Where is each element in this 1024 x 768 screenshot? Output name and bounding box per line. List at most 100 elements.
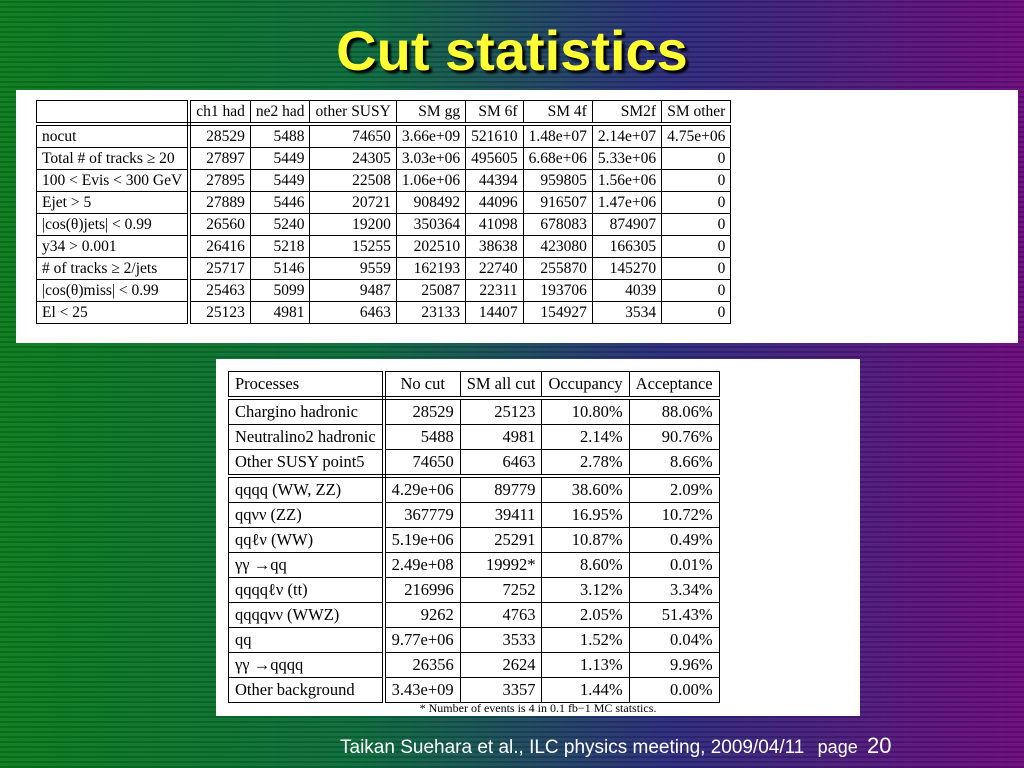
table-cell: 916507 bbox=[522, 191, 593, 214]
table-cell: 0.04% bbox=[628, 627, 720, 653]
footer-citation: Taikan Suehara et al., ILC physics meeti… bbox=[340, 737, 805, 758]
table-cell: 1.52% bbox=[541, 627, 630, 653]
table-cell: 22508 bbox=[309, 169, 397, 192]
cut-label: Ejet > 5 bbox=[36, 191, 192, 214]
table-cell: 27889 bbox=[188, 191, 251, 214]
table-cell: 0 bbox=[661, 301, 732, 324]
table-cell: 51.43% bbox=[628, 602, 720, 628]
table-cell: 1.56e+06 bbox=[591, 169, 663, 192]
table-cell: 23133 bbox=[395, 301, 467, 324]
table-row: Other background 3.43e+09 3357 1.44% 0.00% bbox=[227, 677, 720, 703]
table-cell: 145270 bbox=[591, 257, 663, 280]
table-cell: 38638 bbox=[465, 235, 524, 258]
table-header-row: ch1 had ne2 had other SUSY SM gg SM 6f SM 4f S… bbox=[36, 100, 732, 126]
table-cell: 74650 bbox=[383, 449, 461, 478]
table-row: qq 9.77e+06 3533 1.52% 0.04% bbox=[227, 627, 720, 653]
table-cell: 2.14% bbox=[541, 424, 630, 450]
table-cell: 19200 bbox=[309, 213, 397, 236]
table-cell: 1.06e+06 bbox=[395, 169, 467, 192]
process-summary-table-header: Processes No cut SM all cut Occupancy Accept… bbox=[227, 371, 720, 400]
table-cell: 0 bbox=[661, 235, 732, 258]
table-cell: 4981 bbox=[249, 301, 311, 324]
table-cell: 5449 bbox=[249, 147, 311, 170]
corner-cell bbox=[36, 100, 192, 126]
table-cell: 2.09% bbox=[628, 475, 720, 503]
table-cell: 90.76% bbox=[628, 424, 720, 450]
cut-label: # of tracks ≥ 2/jets bbox=[36, 257, 192, 280]
table-cell: 521610 bbox=[465, 123, 524, 148]
table-cell: 1.48e+07 bbox=[522, 123, 593, 148]
table-cell: 5449 bbox=[249, 169, 311, 192]
table-cell: 22311 bbox=[465, 279, 524, 302]
table-row: qqνν (ZZ) 367779 39411 16.95% 10.72% bbox=[227, 502, 720, 528]
cut-label: y34 > 0.001 bbox=[36, 235, 192, 258]
table-cell: 88.06% bbox=[628, 397, 720, 425]
table-cell: 74650 bbox=[309, 123, 397, 148]
column-header: ch1 had bbox=[188, 100, 251, 126]
table-cell: 3534 bbox=[591, 301, 663, 324]
column-header: SM2f bbox=[591, 100, 663, 126]
table-cell: 24305 bbox=[309, 147, 397, 170]
table-cell: 2.05% bbox=[541, 602, 630, 628]
table-cell: 350364 bbox=[395, 213, 467, 236]
table-cell: 15255 bbox=[309, 235, 397, 258]
table-cell: 495605 bbox=[465, 147, 524, 170]
table-cell: 1.13% bbox=[541, 652, 630, 678]
table-cell: 2.49e+08 bbox=[383, 552, 461, 578]
table-cell: 2624 bbox=[459, 652, 543, 678]
table-cell: 4.75e+06 bbox=[661, 123, 732, 148]
column-header: SM 4f bbox=[522, 100, 593, 126]
table-cell: 28529 bbox=[188, 123, 251, 148]
table-cell: 89779 bbox=[459, 475, 543, 503]
cut-flow-table-panel: ch1 had ne2 had other SUSY SM gg SM 6f SM 4f S… bbox=[16, 90, 1018, 343]
column-header: Occupancy bbox=[541, 371, 630, 400]
table-cell: 4.29e+06 bbox=[383, 475, 461, 503]
table-cell: 8.66% bbox=[628, 449, 720, 478]
process-label: Chargino hadronic bbox=[227, 397, 386, 425]
table-cell: 25717 bbox=[188, 257, 251, 280]
cut-label: nocut bbox=[36, 123, 192, 148]
table-cell: 3.12% bbox=[541, 577, 630, 603]
table-cell: 25123 bbox=[459, 397, 543, 425]
table-row: Neutralino2 hadronic 5488 4981 2.14% 90.76% bbox=[227, 424, 720, 450]
table-cell: 5218 bbox=[249, 235, 311, 258]
table-cell: 5099 bbox=[249, 279, 311, 302]
process-label: Other SUSY point5 bbox=[227, 449, 386, 478]
table-cell: 25087 bbox=[395, 279, 467, 302]
table-cell: 5240 bbox=[249, 213, 311, 236]
table-cell: 14407 bbox=[465, 301, 524, 324]
table-cell: 0 bbox=[661, 147, 732, 170]
column-header: SM 6f bbox=[465, 100, 524, 126]
process-label: qqℓν (WW) bbox=[227, 527, 386, 553]
cut-label: |cos(θ)jets| < 0.99 bbox=[36, 213, 192, 236]
table-cell: 678083 bbox=[522, 213, 593, 236]
process-label: γγ →qq bbox=[227, 552, 386, 578]
table-cell: 2.14e+07 bbox=[591, 123, 663, 148]
table-cell: 9.96% bbox=[628, 652, 720, 678]
table-cell: 3.34% bbox=[628, 577, 720, 603]
table-cell: 16.95% bbox=[541, 502, 630, 528]
process-label: Other background bbox=[227, 677, 386, 703]
table-cell: 3533 bbox=[459, 627, 543, 653]
table-cell: 27897 bbox=[188, 147, 251, 170]
table-cell: 0.49% bbox=[628, 527, 720, 553]
table-cell: 22740 bbox=[465, 257, 524, 280]
table-cell: 5446 bbox=[249, 191, 311, 214]
table-cell: 0 bbox=[661, 213, 732, 236]
table-cell: 0 bbox=[661, 191, 732, 214]
process-label: qq bbox=[227, 627, 386, 653]
table-cell: 154927 bbox=[522, 301, 593, 324]
process-summary-table-body: Chargino hadronic 28529 25123 10.80% 88.06% N… bbox=[227, 397, 720, 703]
table-row: qqℓν (WW) 5.19e+06 25291 10.87% 0.49% bbox=[227, 527, 720, 553]
cut-label: Total # of tracks ≥ 20 bbox=[36, 147, 192, 170]
column-header: Processes bbox=[227, 371, 386, 400]
table-cell: 10.80% bbox=[541, 397, 630, 425]
table-cell: 5488 bbox=[249, 123, 311, 148]
table-cell: 4039 bbox=[591, 279, 663, 302]
cut-label: El < 25 bbox=[36, 301, 192, 324]
table-cell: 7252 bbox=[459, 577, 543, 603]
table-cell: 3.43e+09 bbox=[383, 677, 461, 703]
table-cell: 20721 bbox=[309, 191, 397, 214]
table-footnote: * Number of events is 4 in 0.1 fb−1 MC s… bbox=[419, 701, 657, 715]
table-row: # of tracks ≥ 2/jets 25717 5146 9559 162193 2… bbox=[36, 257, 732, 280]
